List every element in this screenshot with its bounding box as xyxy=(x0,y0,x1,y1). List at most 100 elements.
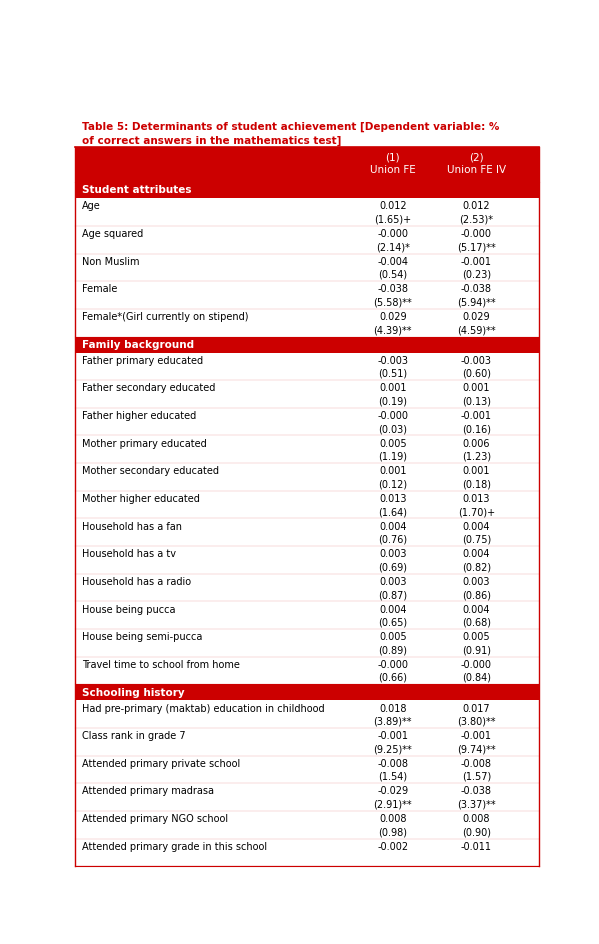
Text: 0.003: 0.003 xyxy=(379,576,407,586)
Bar xyxy=(75,519,539,547)
Text: 0.004: 0.004 xyxy=(462,521,490,531)
Text: (0.87): (0.87) xyxy=(379,589,407,599)
Text: 0.003: 0.003 xyxy=(462,576,490,586)
Bar xyxy=(75,630,539,657)
Text: 0.001: 0.001 xyxy=(462,465,490,476)
Bar xyxy=(75,838,539,867)
Text: Union FE IV: Union FE IV xyxy=(447,165,506,175)
Text: (0.91): (0.91) xyxy=(462,645,491,654)
Text: (0.12): (0.12) xyxy=(379,479,407,489)
Text: -0.008: -0.008 xyxy=(377,758,409,768)
Text: (0.23): (0.23) xyxy=(462,270,491,279)
Text: (3.80)**: (3.80)** xyxy=(457,716,496,726)
Text: 0.008: 0.008 xyxy=(462,814,490,823)
Text: -0.003: -0.003 xyxy=(377,355,409,365)
Text: -0.038: -0.038 xyxy=(377,284,409,295)
Text: -0.003: -0.003 xyxy=(461,355,492,365)
Text: Household has a tv: Household has a tv xyxy=(82,548,176,559)
Text: 0.004: 0.004 xyxy=(379,521,407,531)
Bar xyxy=(75,254,539,282)
Text: (0.03): (0.03) xyxy=(379,424,407,433)
Text: House being semi-pucca: House being semi-pucca xyxy=(82,632,202,642)
Text: (5.17)**: (5.17)** xyxy=(457,242,496,252)
Bar xyxy=(75,547,539,574)
Bar xyxy=(75,756,539,784)
Text: (0.76): (0.76) xyxy=(379,534,407,544)
Text: Female*(Girl currently on stipend): Female*(Girl currently on stipend) xyxy=(82,312,249,322)
Text: (0.51): (0.51) xyxy=(379,368,407,379)
Text: Father primary educated: Father primary educated xyxy=(82,355,203,365)
Text: -0.002: -0.002 xyxy=(377,841,409,851)
Text: (0.16): (0.16) xyxy=(462,424,491,433)
Text: 0.017: 0.017 xyxy=(462,702,490,713)
Text: 0.003: 0.003 xyxy=(379,548,407,559)
Text: 0.018: 0.018 xyxy=(379,702,407,713)
Text: (4.39)**: (4.39)** xyxy=(374,325,412,335)
Text: Family background: Family background xyxy=(82,339,194,349)
Text: 0.005: 0.005 xyxy=(379,438,407,448)
Text: (1.23): (1.23) xyxy=(462,451,491,462)
Text: -0.001: -0.001 xyxy=(461,257,492,266)
Text: Student attributes: Student attributes xyxy=(82,185,191,195)
Bar xyxy=(75,337,539,353)
Bar xyxy=(75,684,539,700)
Text: -0.000: -0.000 xyxy=(377,228,409,239)
Text: -0.001: -0.001 xyxy=(461,731,492,740)
Text: House being pucca: House being pucca xyxy=(82,604,176,614)
Text: 0.029: 0.029 xyxy=(462,312,490,322)
Text: 0.001: 0.001 xyxy=(379,383,407,393)
Text: (0.18): (0.18) xyxy=(462,479,491,489)
Bar xyxy=(75,380,539,409)
Bar xyxy=(75,199,539,227)
Text: Father secondary educated: Father secondary educated xyxy=(82,383,215,393)
Text: (1.54): (1.54) xyxy=(379,771,407,781)
Text: -0.029: -0.029 xyxy=(377,785,409,796)
Text: (4.59)**: (4.59)** xyxy=(457,325,496,335)
Text: Attended primary NGO school: Attended primary NGO school xyxy=(82,814,228,823)
Text: 0.004: 0.004 xyxy=(379,604,407,614)
Text: (0.66): (0.66) xyxy=(379,672,407,683)
Text: (1.57): (1.57) xyxy=(462,771,491,781)
Text: Class rank in grade 7: Class rank in grade 7 xyxy=(82,731,186,740)
Text: (0.89): (0.89) xyxy=(379,645,407,654)
Text: (5.94)**: (5.94)** xyxy=(457,297,496,307)
Bar xyxy=(75,811,539,838)
Text: Attended primary private school: Attended primary private school xyxy=(82,758,240,768)
Text: Mother higher educated: Mother higher educated xyxy=(82,494,199,503)
Text: -0.000: -0.000 xyxy=(377,411,409,421)
Text: Attended primary madrasa: Attended primary madrasa xyxy=(82,785,214,796)
Text: Household has a fan: Household has a fan xyxy=(82,521,182,531)
Bar xyxy=(75,700,539,728)
Bar xyxy=(75,282,539,310)
Bar xyxy=(75,148,539,183)
Text: -0.008: -0.008 xyxy=(461,758,492,768)
Text: (1): (1) xyxy=(386,153,400,162)
Text: (9.25)**: (9.25)** xyxy=(374,744,412,753)
Text: (0.13): (0.13) xyxy=(462,396,491,406)
Text: (0.54): (0.54) xyxy=(379,270,407,279)
Text: -0.011: -0.011 xyxy=(461,841,492,851)
Text: Non Muslim: Non Muslim xyxy=(82,257,140,266)
Text: 0.029: 0.029 xyxy=(379,312,407,322)
Text: -0.038: -0.038 xyxy=(461,785,492,796)
Text: 0.012: 0.012 xyxy=(462,201,490,211)
Text: (3.89)**: (3.89)** xyxy=(374,716,412,726)
Bar xyxy=(75,728,539,756)
Text: 0.001: 0.001 xyxy=(379,465,407,476)
Text: (2): (2) xyxy=(469,153,484,162)
Text: 0.005: 0.005 xyxy=(379,632,407,642)
Text: (1.19): (1.19) xyxy=(379,451,407,462)
Text: (1.65)+: (1.65)+ xyxy=(374,214,412,225)
Text: 0.006: 0.006 xyxy=(462,438,490,448)
Text: 0.013: 0.013 xyxy=(379,494,407,503)
Text: -0.038: -0.038 xyxy=(461,284,492,295)
Text: Attended primary grade in this school: Attended primary grade in this school xyxy=(82,841,267,851)
Text: 0.005: 0.005 xyxy=(462,632,490,642)
Bar xyxy=(75,409,539,436)
Text: Female: Female xyxy=(82,284,117,295)
Text: -0.000: -0.000 xyxy=(377,659,409,669)
Text: (0.84): (0.84) xyxy=(462,672,491,683)
Text: (0.82): (0.82) xyxy=(462,562,491,572)
Bar xyxy=(75,784,539,811)
Text: (0.86): (0.86) xyxy=(462,589,491,599)
